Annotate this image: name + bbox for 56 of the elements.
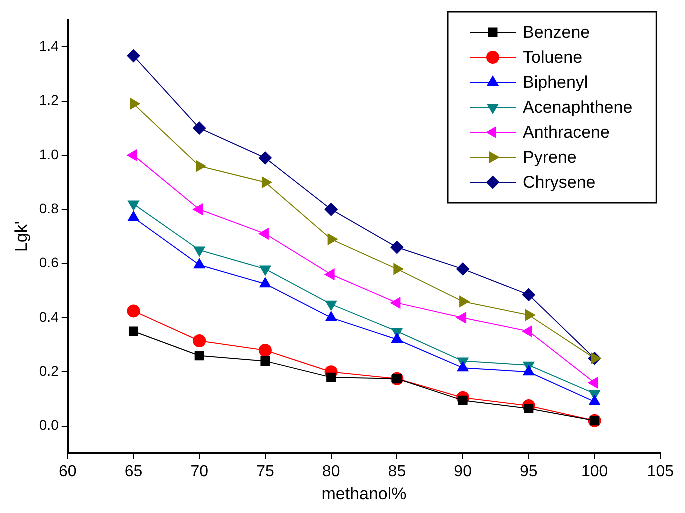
point: [523, 366, 535, 376]
point: [326, 372, 336, 382]
legend-label: Pyrene: [523, 148, 577, 168]
point: [522, 288, 536, 302]
point: [128, 326, 138, 336]
y-tick-label: 1.2: [39, 92, 60, 108]
point: [262, 176, 272, 188]
legend-label: Toluene: [523, 48, 583, 68]
point: [127, 150, 138, 162]
point: [193, 122, 206, 135]
legend-label: Chrysene: [523, 173, 596, 192]
y-tick-label: 0.0: [39, 417, 60, 434]
x-tick-label: 75: [256, 463, 274, 480]
point: [456, 312, 467, 324]
x-tick-label: 85: [388, 463, 406, 480]
legend-label: Acenaphthene: [523, 98, 633, 118]
x-tick-label: 65: [124, 463, 143, 480]
point: [127, 50, 140, 63]
y-tick-label: 0.8: [39, 200, 60, 216]
y-tick-label: 1.0: [39, 146, 60, 162]
y-axis-title: Lgk': [12, 221, 31, 252]
point: [390, 297, 401, 309]
point: [258, 344, 272, 357]
point: [391, 333, 403, 344]
x-tick-label: 80: [322, 463, 340, 480]
point: [525, 310, 536, 321]
point: [324, 203, 338, 216]
point: [260, 356, 270, 366]
legend-label: Benzene: [523, 23, 590, 42]
point: [194, 351, 204, 361]
point: [127, 304, 140, 318]
point: [194, 258, 206, 269]
x-axis-title: methanol%: [322, 484, 407, 504]
x-tick-label: 100: [581, 463, 608, 480]
point: [260, 278, 272, 288]
point: [456, 262, 470, 276]
legend-label: Biphenyl: [523, 73, 588, 92]
point: [193, 204, 204, 216]
x-tick-label: 95: [520, 463, 538, 480]
x-tick-label: 60: [58, 463, 77, 480]
x-tick-label: 90: [454, 463, 472, 480]
point: [591, 352, 602, 364]
x-tick-label: 70: [190, 463, 209, 480]
point: [194, 246, 206, 257]
point: [457, 362, 469, 372]
point: [328, 234, 338, 246]
point: [326, 300, 338, 311]
point: [390, 241, 404, 254]
legend-label: Anthracene: [523, 123, 610, 142]
x-tick-label: 105: [647, 463, 674, 480]
y-tick-label: 0.4: [39, 308, 60, 325]
y-tick-label: 0.6: [39, 254, 60, 271]
point: [193, 334, 206, 348]
y-tick-label: 1.4: [39, 38, 60, 54]
y-tick-label: 0.2: [39, 362, 60, 379]
point: [258, 152, 272, 165]
